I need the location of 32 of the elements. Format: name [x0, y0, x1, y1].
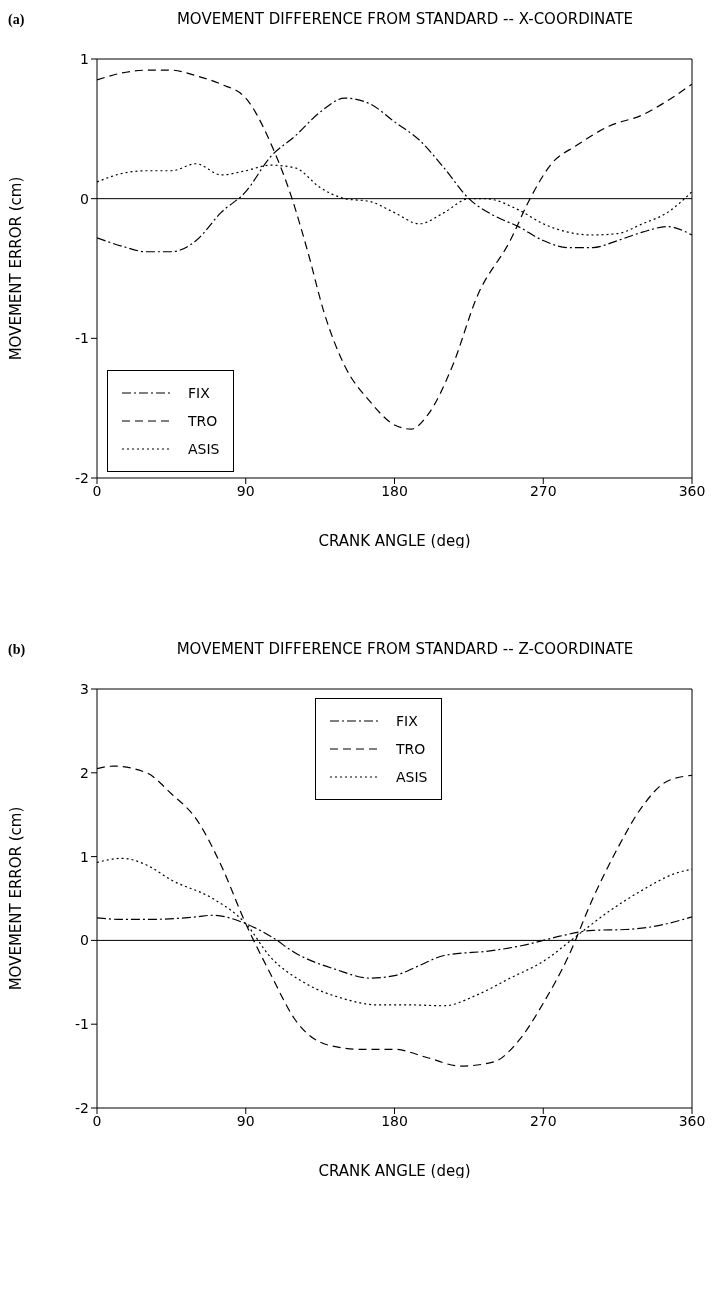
x-tick-label: 0	[92, 1112, 102, 1129]
y-axis-title: MOVEMENT ERROR (cm)	[7, 176, 26, 361]
legend-label: FIX	[188, 385, 210, 401]
y-tick-label: 3	[80, 680, 89, 697]
legend-label: ASIS	[188, 441, 220, 457]
x-tick-label: 270	[529, 482, 557, 499]
x-tick-label: 270	[529, 1112, 557, 1129]
y-axis-title: MOVEMENT ERROR (cm)	[7, 806, 26, 991]
text: (b)	[8, 642, 26, 658]
y-tick-label: 0	[80, 190, 89, 207]
x-tick-label: 180	[381, 482, 408, 499]
y-tick-label: -1	[75, 330, 89, 347]
x-tick-label: 360	[678, 1112, 706, 1129]
chart-title: MOVEMENT DIFFERENCE FROM STANDARD -- X-COORDINATE	[175, 10, 635, 28]
x-tick-label: 90	[236, 482, 255, 499]
y-tick-label: -1	[75, 1016, 89, 1033]
y-tick-label: 0	[80, 932, 89, 949]
chart-title: MOVEMENT DIFFERENCE FROM STANDARD -- Z-COORDINATE	[175, 640, 635, 658]
x-tick-label: 90	[236, 1112, 255, 1129]
x-tick-label: 360	[678, 482, 706, 499]
legend-label: ASIS	[396, 769, 428, 785]
x-tick-label: 0	[92, 482, 102, 499]
y-tick-label: 2	[80, 764, 89, 781]
text: (a)	[8, 12, 25, 28]
y-tick-label: -2	[75, 469, 89, 486]
legend-label: TRO	[188, 413, 218, 429]
x-tick-label: 180	[381, 1112, 408, 1129]
legend-label: FIX	[396, 713, 418, 729]
y-tick-label: -2	[75, 1099, 89, 1116]
legend-label: TRO	[396, 741, 426, 757]
y-tick-label: 1	[80, 50, 89, 67]
y-tick-label: 1	[80, 848, 89, 865]
